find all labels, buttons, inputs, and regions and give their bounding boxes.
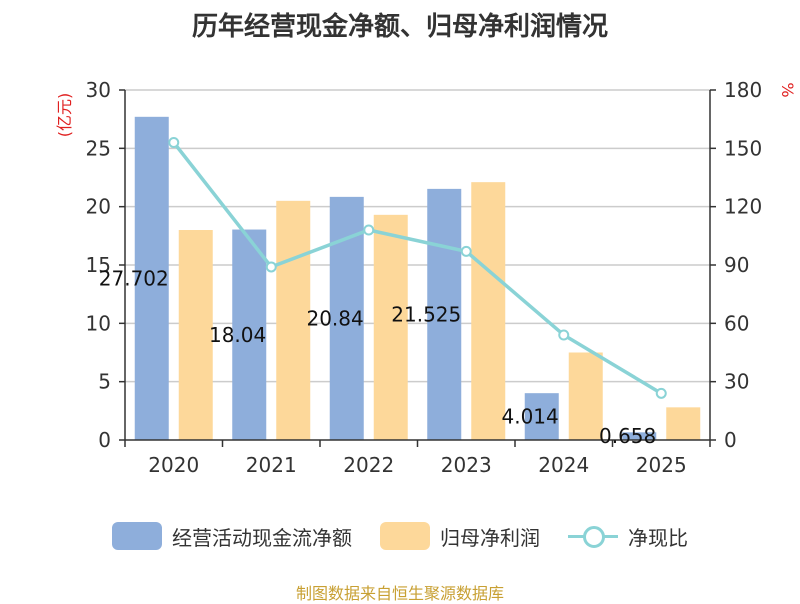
point-cash-ratio [460,245,472,257]
y-right-tick-label: 60 [724,311,749,335]
bar-net-profit [373,214,408,440]
legend-label-net-profit: 归母净利润 [440,525,540,550]
bar-series [134,116,701,440]
legend-swatch-cashflow [112,522,162,550]
bar-cashflow [524,393,559,440]
y-right-axis-title: % [778,82,797,97]
legend-item-net-profit[interactable]: 归母净利润 [380,522,540,551]
y-right-tick-label: 120 [724,195,762,219]
legend-item-cash-ratio[interactable]: 净现比 [568,522,688,551]
point-cash-ratio [558,329,570,341]
bar-cashflow [427,188,462,440]
point-cash-ratio [655,387,667,399]
legend: 经营活动现金流净额 归母净利润 净现比 [0,518,800,554]
y-left-tick-label: 25 [86,136,111,160]
y-left-tick-label: 10 [86,311,111,335]
x-tick-label: 2025 [636,453,687,477]
y-left-tick-label: 30 [86,78,111,102]
data-label-cashflow: 18.04 [209,323,266,347]
data-label-cashflow: 4.014 [501,405,558,429]
data-label-cashflow: 20.84 [306,306,363,330]
point-cash-ratio [363,224,375,236]
bar-net-profit [178,230,213,440]
y-right-tick-label: 0 [724,428,737,452]
bar-net-profit [471,182,506,440]
y-left-tick-label: 5 [98,370,111,394]
source-note: 制图数据来自恒生聚源数据库 [295,584,504,603]
bar-net-profit [276,200,311,440]
y-left-axis-title: (亿元) [55,93,74,138]
x-tick-label: 2023 [441,453,492,477]
line-series [168,137,667,399]
y-right-tick-label: 30 [724,370,749,394]
legend-swatch-net-profit [380,522,430,550]
data-label-cashflow: 27.702 [99,266,169,290]
x-tick-label: 2020 [148,453,199,477]
data-label-cashflow: 21.525 [391,302,461,326]
legend-swatch-cash-ratio [568,522,618,550]
data-labels: 27.702 18.04 20.84 21.525 4.014 0.658 [99,266,656,448]
point-cash-ratio [265,261,277,273]
x-tick-label: 2024 [538,453,589,477]
y-left-tick-label: 20 [86,195,111,219]
y-left-tick-label: 15 [86,253,111,277]
y-right-tick-label: 150 [724,136,762,160]
data-label-cashflow: 0.658 [599,424,656,448]
bar-cashflow [622,432,657,440]
bar-net-profit [666,407,701,440]
legend-label-cash-ratio: 净现比 [628,525,688,550]
y-right-tick-label: 90 [724,253,749,277]
y-left-tick-label: 0 [98,428,111,452]
bar-cashflow [134,116,169,440]
legend-label-cashflow: 经营活动现金流净额 [172,525,352,550]
y-right-tick-label: 180 [724,78,762,102]
x-tick-label: 2022 [343,453,394,477]
point-cash-ratio [168,137,180,148]
chart-title: 历年经营现金净额、归母净利润情况 [191,12,608,42]
x-tick-label: 2021 [246,453,297,477]
legend-item-cashflow[interactable]: 经营活动现金流净额 [112,522,352,551]
bar-cashflow [232,229,267,440]
bar-net-profit [568,352,603,440]
line-cash-ratio [172,141,663,395]
